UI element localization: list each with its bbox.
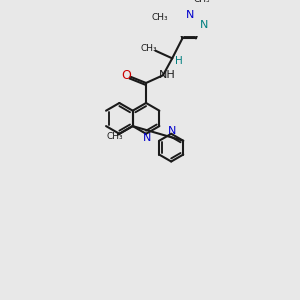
Text: CH₃: CH₃	[141, 44, 158, 53]
Text: CH₃: CH₃	[152, 13, 168, 22]
Text: N: N	[142, 133, 151, 142]
Text: H: H	[175, 56, 182, 66]
Text: CH₃: CH₃	[107, 132, 123, 141]
Text: NH: NH	[159, 70, 176, 80]
Text: N: N	[168, 126, 176, 136]
Text: N: N	[186, 10, 194, 20]
Text: N: N	[200, 20, 208, 30]
Text: CH₃: CH₃	[193, 0, 210, 4]
Text: O: O	[121, 69, 131, 82]
